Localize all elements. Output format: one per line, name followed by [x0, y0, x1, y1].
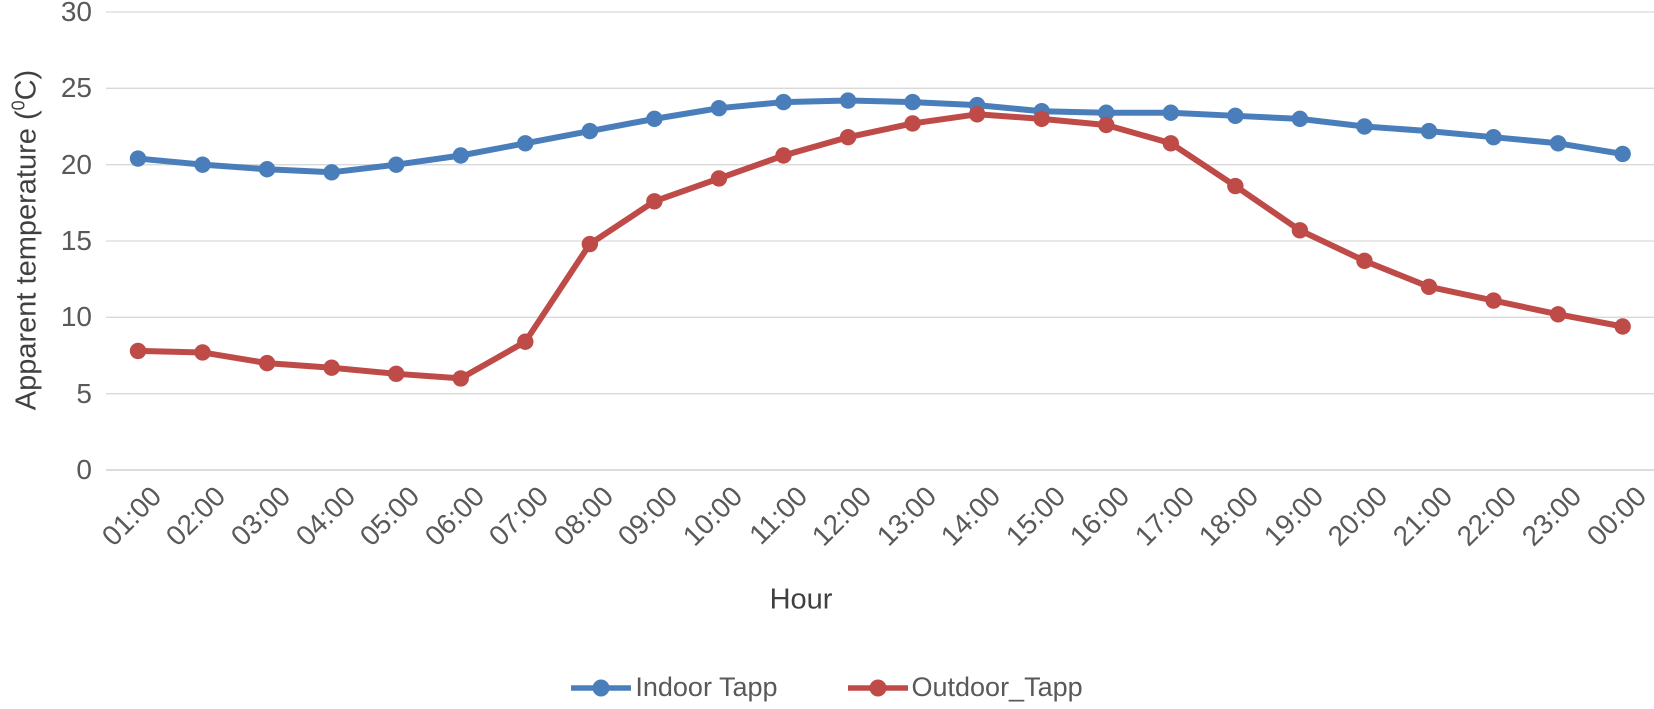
- legend-marker-icon: [869, 679, 886, 696]
- marker-outdoor-tapp-7: [581, 235, 599, 253]
- y-tick-label: 0: [76, 454, 92, 485]
- legend-label-indoor-tapp: Indoor Tapp: [635, 672, 778, 702]
- marker-outdoor-tapp-17: [1227, 177, 1244, 195]
- marker-indoor-tapp-18: [1291, 110, 1309, 128]
- x-axis-title: Hour: [769, 583, 833, 616]
- marker-indoor-tapp-0: [129, 150, 147, 167]
- marker-indoor-tapp-10: [775, 93, 792, 111]
- marker-outdoor-tapp-4: [388, 365, 405, 383]
- marker-outdoor-tapp-11: [839, 128, 857, 146]
- marker-indoor-tapp-16: [1162, 104, 1180, 121]
- marker-indoor-tapp-8: [646, 110, 663, 128]
- marker-indoor-tapp-3: [323, 164, 340, 181]
- marker-outdoor-tapp-2: [258, 354, 276, 372]
- marker-outdoor-tapp-16: [1162, 135, 1180, 152]
- y-tick-label: 5: [76, 377, 92, 409]
- y-tick-label: 10: [60, 301, 92, 333]
- marker-outdoor-tapp-15: [1098, 116, 1115, 134]
- marker-outdoor-tapp-12: [904, 115, 921, 132]
- legend-swatch-outdoor-tapp: [847, 679, 908, 696]
- marker-outdoor-tapp-20: [1420, 278, 1438, 295]
- marker-outdoor-tapp-6: [517, 333, 534, 350]
- marker-outdoor-tapp-21: [1485, 292, 1502, 309]
- y-tick-label: 20: [60, 148, 92, 180]
- legend: Indoor Tapp Outdoor_Tapp: [0, 672, 1654, 703]
- marker-outdoor-tapp-8: [646, 193, 663, 210]
- marker-outdoor-tapp-14: [1033, 110, 1050, 128]
- marker-indoor-tapp-1: [194, 156, 211, 173]
- marker-indoor-tapp-11: [839, 92, 857, 109]
- marker-indoor-tapp-23: [1614, 145, 1631, 163]
- marker-outdoor-tapp-18: [1291, 222, 1309, 239]
- legend-swatch-indoor-tapp: [571, 679, 632, 696]
- marker-outdoor-tapp-13: [968, 106, 986, 123]
- marker-outdoor-tapp-1: [194, 344, 211, 361]
- marker-indoor-tapp-12: [904, 93, 921, 111]
- marker-indoor-tapp-22: [1549, 135, 1567, 152]
- marker-indoor-tapp-6: [517, 135, 534, 152]
- series-line-indoor-tapp: [135, 97, 1626, 176]
- marker-indoor-tapp-21: [1485, 128, 1502, 146]
- marker-indoor-tapp-9: [710, 99, 728, 117]
- marker-outdoor-tapp-0: [129, 342, 147, 360]
- marker-indoor-tapp-17: [1227, 107, 1244, 125]
- marker-outdoor-tapp-9: [710, 170, 728, 187]
- marker-outdoor-tapp-10: [775, 147, 792, 164]
- marker-outdoor-tapp-22: [1549, 306, 1567, 323]
- legend-label-outdoor-tapp: Outdoor_Tapp: [911, 672, 1083, 702]
- y-tick-label: 25: [60, 72, 92, 104]
- marker-outdoor-tapp-3: [323, 359, 340, 376]
- legend-marker-icon: [592, 679, 610, 696]
- y-tick-label: 30: [60, 0, 92, 27]
- marker-indoor-tapp-5: [452, 147, 469, 164]
- marker-outdoor-tapp-23: [1614, 318, 1631, 335]
- legend-item-indoor-tapp: Indoor Tapp: [571, 672, 778, 703]
- y-tick-label: 15: [60, 225, 92, 256]
- legend-item-outdoor-tapp: Outdoor_Tapp: [847, 672, 1083, 703]
- marker-indoor-tapp-20: [1420, 122, 1438, 140]
- series-line-outdoor-tapp: [135, 111, 1626, 382]
- marker-outdoor-tapp-5: [452, 370, 469, 387]
- marker-indoor-tapp-2: [258, 161, 276, 178]
- marker-indoor-tapp-15: [1098, 104, 1115, 121]
- marker-indoor-tapp-7: [581, 122, 599, 140]
- marker-outdoor-tapp-19: [1356, 252, 1373, 270]
- marker-indoor-tapp-19: [1356, 118, 1373, 135]
- marker-indoor-tapp-4: [388, 156, 405, 173]
